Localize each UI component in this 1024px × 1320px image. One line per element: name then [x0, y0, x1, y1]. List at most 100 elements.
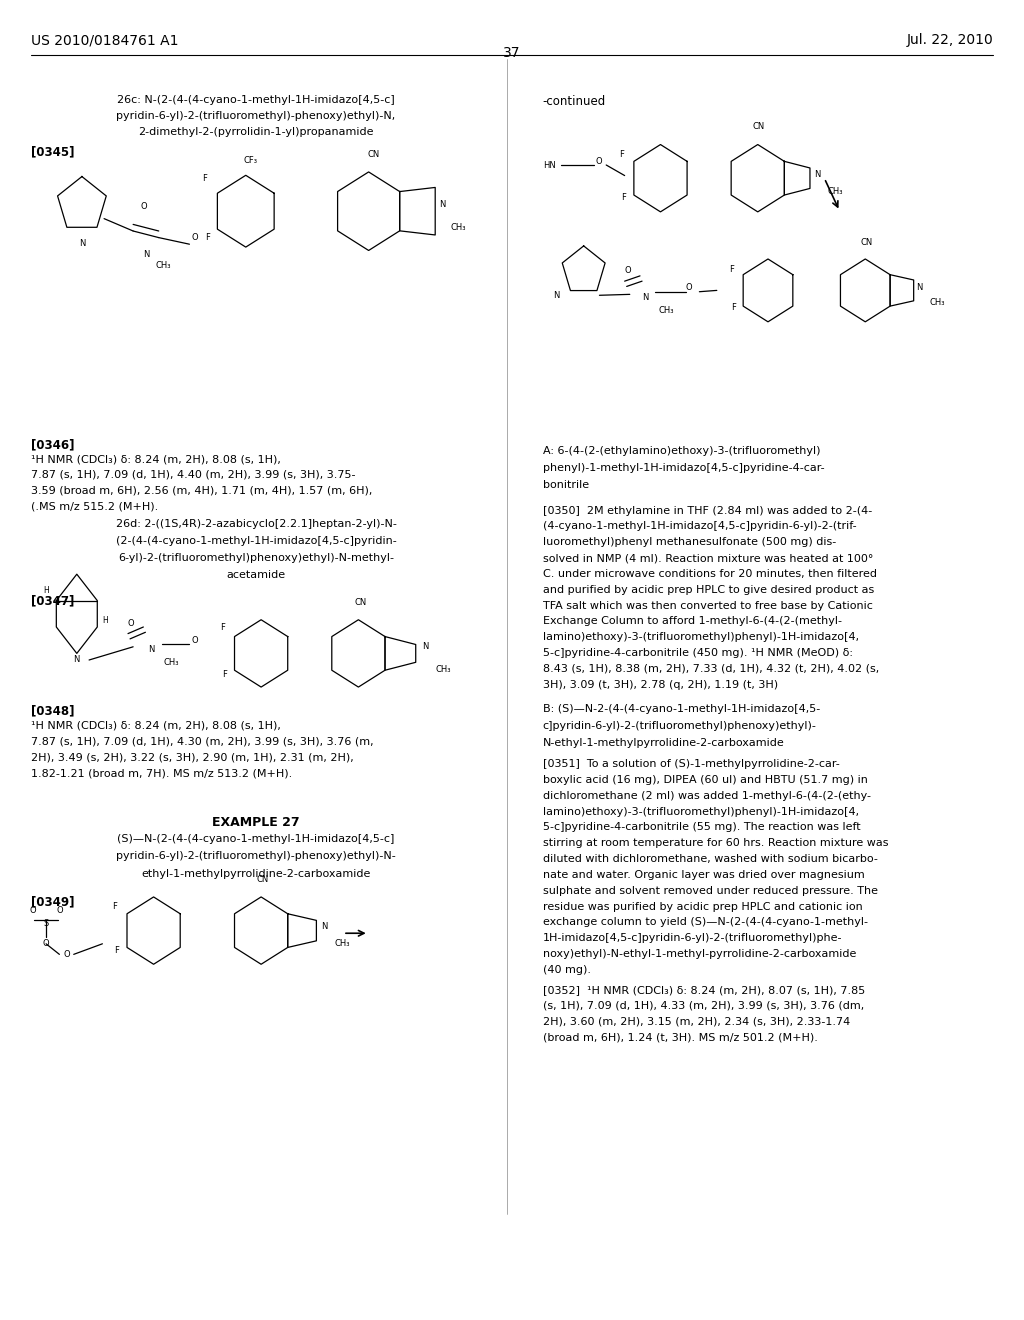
Text: [0350]  2M ethylamine in THF (2.84 ml) was added to 2-(4-: [0350] 2M ethylamine in THF (2.84 ml) wa… — [543, 506, 872, 516]
Text: ¹H NMR (CDCl₃) δ: 8.24 (m, 2H), 8.08 (s, 1H),: ¹H NMR (CDCl₃) δ: 8.24 (m, 2H), 8.08 (s,… — [31, 454, 281, 465]
Text: [0345]: [0345] — [31, 145, 74, 158]
Text: stirring at room temperature for 60 hrs. Reaction mixture was: stirring at room temperature for 60 hrs.… — [543, 838, 888, 849]
Text: (S)—N-(2-(4-(4-cyano-1-methyl-1H-imidazo[4,5-c]: (S)—N-(2-(4-(4-cyano-1-methyl-1H-imidazo… — [118, 834, 394, 845]
Text: sulphate and solvent removed under reduced pressure. The: sulphate and solvent removed under reduc… — [543, 886, 878, 896]
Text: 6-yl)-2-(trifluoromethyl)phenoxy)ethyl)-N-methyl-: 6-yl)-2-(trifluoromethyl)phenoxy)ethyl)-… — [118, 553, 394, 564]
Text: F: F — [113, 903, 117, 911]
Text: CH₃: CH₃ — [658, 306, 674, 314]
Text: N-ethyl-1-methylpyrrolidine-2-carboxamide: N-ethyl-1-methylpyrrolidine-2-carboxamid… — [543, 738, 784, 748]
Text: HN: HN — [543, 161, 555, 169]
Text: 2H), 3.60 (m, 2H), 3.15 (m, 2H), 2.34 (s, 3H), 2.33-1.74: 2H), 3.60 (m, 2H), 3.15 (m, 2H), 2.34 (s… — [543, 1016, 850, 1027]
Text: N: N — [814, 170, 820, 178]
Text: O: O — [128, 619, 134, 627]
Text: CH₃: CH₃ — [827, 187, 843, 195]
Text: Jul. 22, 2010: Jul. 22, 2010 — [906, 33, 993, 48]
Text: F: F — [115, 946, 119, 954]
Text: N: N — [79, 239, 85, 248]
Text: CH₃: CH₃ — [451, 223, 466, 231]
Text: F: F — [729, 265, 733, 273]
Text: phenyl)-1-methyl-1H-imidazo[4,5-c]pyridine-4-car-: phenyl)-1-methyl-1H-imidazo[4,5-c]pyridi… — [543, 463, 824, 474]
Text: N: N — [74, 656, 80, 664]
Text: O: O — [30, 907, 36, 915]
Text: luoromethyl)phenyl methanesulfonate (500 mg) dis-: luoromethyl)phenyl methanesulfonate (500… — [543, 537, 836, 548]
Text: O: O — [625, 267, 631, 275]
Text: N: N — [143, 251, 150, 259]
Text: CH₃: CH₃ — [335, 940, 350, 948]
Text: CN: CN — [753, 123, 765, 132]
Text: (broad m, 6H), 1.24 (t, 3H). MS m/z 501.2 (M+H).: (broad m, 6H), 1.24 (t, 3H). MS m/z 501.… — [543, 1032, 817, 1043]
Text: 26d: 2-((1S,4R)-2-azabicyclo[2.2.1]heptan-2-yl)-N-: 26d: 2-((1S,4R)-2-azabicyclo[2.2.1]hepta… — [116, 519, 396, 529]
Text: A: 6-(4-(2-(ethylamino)ethoxy)-3-(trifluoromethyl): A: 6-(4-(2-(ethylamino)ethoxy)-3-(triflu… — [543, 446, 820, 457]
Text: B: (S)—N-2-(4-(4-cyano-1-methyl-1H-imidazo[4,5-: B: (S)—N-2-(4-(4-cyano-1-methyl-1H-imida… — [543, 704, 820, 714]
Text: O: O — [140, 202, 146, 211]
Text: pyridin-6-yl)-2-(trifluoromethyl)-phenoxy)ethyl)-N-: pyridin-6-yl)-2-(trifluoromethyl)-phenox… — [116, 851, 396, 862]
Text: N: N — [439, 201, 445, 209]
Text: 26c: N-(2-(4-(4-cyano-1-methyl-1H-imidazo[4,5-c]: 26c: N-(2-(4-(4-cyano-1-methyl-1H-imidaz… — [117, 95, 395, 106]
Text: 3.59 (broad m, 6H), 2.56 (m, 4H), 1.71 (m, 4H), 1.57 (m, 6H),: 3.59 (broad m, 6H), 2.56 (m, 4H), 1.71 (… — [31, 486, 372, 496]
Text: solved in NMP (4 ml). Reaction mixture was heated at 100°: solved in NMP (4 ml). Reaction mixture w… — [543, 553, 873, 564]
Text: F: F — [622, 194, 626, 202]
Text: dichloromethane (2 ml) was added 1-methyl-6-(4-(2-(ethy-: dichloromethane (2 ml) was added 1-methy… — [543, 791, 870, 801]
Text: F: F — [203, 174, 207, 182]
Text: bonitrile: bonitrile — [543, 480, 589, 491]
Text: N: N — [916, 284, 923, 292]
Text: 1.82-1.21 (broad m, 7H). MS m/z 513.2 (M+H).: 1.82-1.21 (broad m, 7H). MS m/z 513.2 (M… — [31, 768, 292, 779]
Text: 2H), 3.49 (s, 2H), 3.22 (s, 3H), 2.90 (m, 1H), 2.31 (m, 2H),: 2H), 3.49 (s, 2H), 3.22 (s, 3H), 2.90 (m… — [31, 752, 353, 763]
Text: 3H), 3.09 (t, 3H), 2.78 (q, 2H), 1.19 (t, 3H): 3H), 3.09 (t, 3H), 2.78 (q, 2H), 1.19 (t… — [543, 680, 778, 690]
Text: 37: 37 — [503, 46, 521, 61]
Text: O: O — [596, 157, 602, 165]
Text: lamino)ethoxy)-3-(trifluoromethyl)phenyl)-1H-imidazo[4,: lamino)ethoxy)-3-(trifluoromethyl)phenyl… — [543, 807, 859, 817]
Text: CH₃: CH₃ — [435, 665, 451, 673]
Text: O: O — [63, 950, 70, 958]
Text: CN: CN — [256, 875, 268, 884]
Text: -continued: -continued — [543, 95, 606, 108]
Text: residue was purified by acidic prep HPLC and cationic ion: residue was purified by acidic prep HPLC… — [543, 902, 862, 912]
Text: CF₃: CF₃ — [244, 156, 258, 165]
Text: CH₃: CH₃ — [930, 298, 945, 306]
Text: TFA salt which was then converted to free base by Cationic: TFA salt which was then converted to fre… — [543, 601, 872, 611]
Text: 8.43 (s, 1H), 8.38 (m, 2H), 7.33 (d, 1H), 4.32 (t, 2H), 4.02 (s,: 8.43 (s, 1H), 8.38 (m, 2H), 7.33 (d, 1H)… — [543, 664, 879, 675]
Text: S: S — [43, 920, 49, 928]
Text: 7.87 (s, 1H), 7.09 (d, 1H), 4.40 (m, 2H), 3.99 (s, 3H), 3.75-: 7.87 (s, 1H), 7.09 (d, 1H), 4.40 (m, 2H)… — [31, 470, 355, 480]
Text: O: O — [191, 636, 198, 644]
Text: N: N — [148, 645, 155, 653]
Text: CN: CN — [368, 149, 380, 158]
Text: nate and water. Organic layer was dried over magnesium: nate and water. Organic layer was dried … — [543, 870, 864, 880]
Text: N: N — [322, 923, 328, 931]
Text: CN: CN — [354, 598, 367, 607]
Text: 7.87 (s, 1H), 7.09 (d, 1H), 4.30 (m, 2H), 3.99 (s, 3H), 3.76 (m,: 7.87 (s, 1H), 7.09 (d, 1H), 4.30 (m, 2H)… — [31, 737, 374, 747]
Text: (s, 1H), 7.09 (d, 1H), 4.33 (m, 2H), 3.99 (s, 3H), 3.76 (dm,: (s, 1H), 7.09 (d, 1H), 4.33 (m, 2H), 3.9… — [543, 1001, 864, 1011]
Text: F: F — [206, 234, 210, 242]
Text: lamino)ethoxy)-3-(trifluoromethyl)phenyl)-1H-imidazo[4,: lamino)ethoxy)-3-(trifluoromethyl)phenyl… — [543, 632, 859, 643]
Text: and purified by acidic prep HPLC to give desired product as: and purified by acidic prep HPLC to give… — [543, 585, 873, 595]
Text: (.MS m/z 515.2 (M+H).: (.MS m/z 515.2 (M+H). — [31, 502, 158, 512]
Text: [0347]: [0347] — [31, 594, 74, 607]
Text: (2-(4-(4-cyano-1-methyl-1H-imidazo[4,5-c]pyridin-: (2-(4-(4-cyano-1-methyl-1H-imidazo[4,5-c… — [116, 536, 396, 546]
Text: [0346]: [0346] — [31, 438, 74, 451]
Text: 1H-imidazo[4,5-c]pyridin-6-yl)-2-(trifluoromethyl)phe-: 1H-imidazo[4,5-c]pyridin-6-yl)-2-(triflu… — [543, 933, 842, 944]
Text: O: O — [56, 907, 62, 915]
Text: ¹H NMR (CDCl₃) δ: 8.24 (m, 2H), 8.08 (s, 1H),: ¹H NMR (CDCl₃) δ: 8.24 (m, 2H), 8.08 (s,… — [31, 721, 281, 731]
Text: [0351]  To a solution of (S)-1-methylpyrrolidine-2-car-: [0351] To a solution of (S)-1-methylpyrr… — [543, 759, 840, 770]
Text: N: N — [553, 290, 559, 300]
Text: [0349]: [0349] — [31, 895, 74, 908]
Text: ethyl-1-methylpyrrolidine-2-carboxamide: ethyl-1-methylpyrrolidine-2-carboxamide — [141, 869, 371, 879]
Text: CH₃: CH₃ — [164, 659, 179, 667]
Text: O: O — [191, 234, 198, 242]
Text: 5-c]pyridine-4-carbonitrile (55 mg). The reaction was left: 5-c]pyridine-4-carbonitrile (55 mg). The… — [543, 822, 860, 833]
Text: Exchange Column to afford 1-methyl-6-(4-(2-(methyl-: Exchange Column to afford 1-methyl-6-(4-… — [543, 616, 842, 627]
Text: CH₃: CH₃ — [156, 261, 171, 269]
Text: c]pyridin-6-yl)-2-(trifluoromethyl)phenoxy)ethyl)-: c]pyridin-6-yl)-2-(trifluoromethyl)pheno… — [543, 721, 816, 731]
Text: N: N — [422, 643, 428, 651]
Text: H: H — [102, 616, 109, 624]
Text: [0352]  ¹H NMR (CDCl₃) δ: 8.24 (m, 2H), 8.07 (s, 1H), 7.85: [0352] ¹H NMR (CDCl₃) δ: 8.24 (m, 2H), 8… — [543, 985, 865, 995]
Text: N: N — [642, 293, 648, 301]
Text: F: F — [222, 671, 226, 678]
Text: C. under microwave conditions for 20 minutes, then filtered: C. under microwave conditions for 20 min… — [543, 569, 877, 579]
Text: F: F — [731, 304, 735, 312]
Text: F: F — [220, 623, 224, 631]
Text: CN: CN — [860, 238, 872, 247]
Text: (4-cyano-1-methyl-1H-imidazo[4,5-c]pyridin-6-yl)-2-(trif-: (4-cyano-1-methyl-1H-imidazo[4,5-c]pyrid… — [543, 521, 856, 532]
Text: F: F — [620, 150, 624, 158]
Text: noxy)ethyl)-N-ethyl-1-methyl-pyrrolidine-2-carboxamide: noxy)ethyl)-N-ethyl-1-methyl-pyrrolidine… — [543, 949, 856, 960]
